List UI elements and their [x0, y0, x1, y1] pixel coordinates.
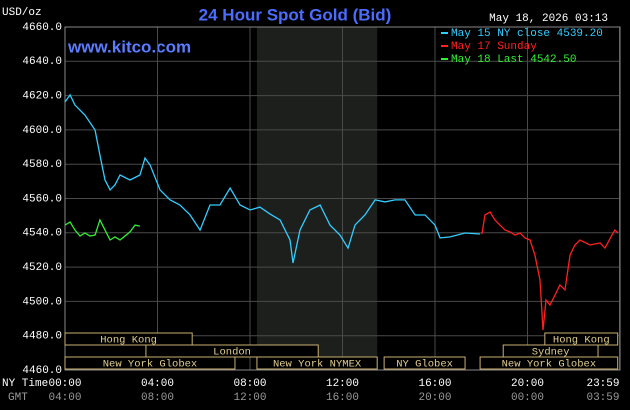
x-tick-label: 16:00: [418, 378, 451, 390]
session-label: Sydney: [532, 346, 570, 358]
session-label: NY Globex: [396, 358, 453, 370]
x2-tick-label: 03:59: [586, 392, 619, 404]
chart-title: 24 Hour Spot Gold (Bid): [199, 5, 392, 24]
session-label: New York Globex: [502, 358, 597, 370]
legend-label: May 15 NY close 4539.20: [451, 28, 603, 40]
session-label: New York Globex: [103, 358, 198, 370]
x2-tick-label: 04:00: [48, 392, 81, 404]
session-box: [64, 356, 236, 370]
y-tick-label: 4460.0: [22, 365, 62, 377]
x-tick-label: 12:00: [326, 378, 359, 390]
y-tick-label: 4560.0: [22, 193, 62, 205]
legend-label: May 18 Last 4542.50: [451, 54, 576, 66]
y-tick-label: 4480.0: [22, 331, 62, 343]
y-tick-label: 4540.0: [22, 228, 62, 240]
price-line: [481, 211, 619, 331]
price-line: [64, 218, 141, 241]
legend-label: May 17 Sunday: [451, 41, 537, 53]
y-tick-label: 4620.0: [22, 91, 62, 103]
x2-tick-label: 08:00: [141, 392, 174, 404]
session-label: Hong Kong: [100, 334, 157, 346]
x2-axis-label: GMT: [8, 392, 28, 404]
unit-label: USD/oz: [2, 7, 42, 19]
x-tick-label: 04:00: [141, 378, 174, 390]
x-tick-label: 08:00: [233, 378, 266, 390]
x2-tick-label: 20:00: [418, 392, 451, 404]
timestamp: May 18, 2026 03:13: [489, 13, 608, 25]
session-box: [479, 356, 619, 370]
y-tick-label: 4580.0: [22, 159, 62, 171]
x2-tick-label: 16:00: [326, 392, 359, 404]
y-tick-label: 4640.0: [22, 56, 62, 68]
session-label: Hong Kong: [553, 334, 610, 346]
y-tick-label: 4520.0: [22, 262, 62, 274]
y-tick-label: 4660.0: [22, 22, 62, 34]
x2-tick-label: 00:00: [511, 392, 544, 404]
x2-tick-label: 12:00: [233, 392, 266, 404]
price-line: [64, 93, 481, 264]
session-label: London: [213, 346, 251, 358]
session-box: [256, 356, 378, 370]
y-tick-label: 4500.0: [22, 296, 62, 308]
session-box: [383, 356, 466, 370]
plot-frame: [64, 26, 621, 371]
x-axis-label: NY Time: [2, 378, 48, 390]
x-tick-label: 20:00: [511, 378, 544, 390]
session-box: [64, 332, 193, 346]
x-tick-label: 00:00: [48, 378, 81, 390]
site-label: www.kitco.com: [67, 37, 191, 56]
session-label: New York NYMEX: [273, 358, 362, 370]
y-tick-label: 4600.0: [22, 125, 62, 137]
x-tick-label: 23:59: [586, 378, 619, 390]
